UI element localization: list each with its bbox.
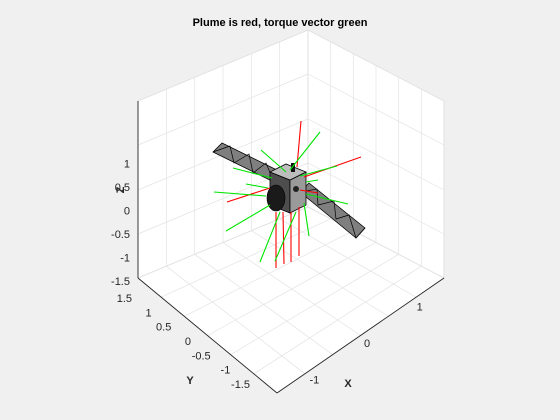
y-tick-label: 1.5 [117, 293, 132, 305]
y-tick-label: -1 [221, 365, 231, 377]
x-axis-line [276, 277, 445, 394]
torque-vector [303, 202, 310, 237]
y-tick-label: 0 [185, 336, 191, 348]
x-tick-label: -1 [309, 375, 319, 387]
torque-vector [259, 211, 281, 263]
x-axis-label: X [344, 378, 352, 390]
z-tick-label: 0 [124, 205, 130, 217]
torque-vector [299, 165, 338, 177]
sensor [293, 186, 299, 192]
torque-vector [305, 179, 319, 183]
grid-lines [137, 29, 445, 375]
z-tick-labels: -1.5 -1 -0.5 0 0.5 1 [111, 158, 130, 288]
y-tick-label: 1 [146, 307, 152, 319]
torque-vector [274, 211, 297, 262]
torque-vector [289, 131, 321, 171]
plume-vector [296, 120, 302, 168]
torque-vector [225, 204, 271, 232]
chart-title: Plume is red, torque vector green [193, 17, 368, 29]
dish [266, 184, 286, 212]
y-axis-label: Y [186, 375, 194, 387]
plume-vector [299, 189, 319, 194]
x-tick-label: 0 [364, 338, 370, 350]
z-axis-label: Z [115, 186, 127, 193]
z-tick-label: -0.5 [111, 229, 130, 241]
torque-vector [305, 193, 349, 205]
x-tick-label: 1 [417, 301, 423, 313]
x-tick-labels: -1 0 1 [309, 301, 422, 386]
y-tick-labels: -1.5-1 -0.50 0.5 1 1.5 [117, 293, 250, 391]
y-tick-label: -0.5 [192, 350, 211, 362]
grid-line-x [279, 218, 417, 298]
torque-vector [260, 149, 287, 173]
spacecraft [212, 142, 366, 239]
z-tick-label: 0.5 [115, 182, 130, 194]
plume-vector [282, 211, 285, 265]
antenna-mast [291, 163, 295, 172]
torque-vector [213, 191, 267, 197]
y-tick-label: 0.5 [156, 322, 171, 334]
z-tick-label: -1 [120, 252, 130, 264]
torque-vector [232, 167, 273, 179]
z-tick-label: -1.5 [111, 276, 130, 288]
y-tick-label: -1.5 [231, 379, 250, 391]
torque-vectors [213, 131, 349, 263]
y-axis-line [137, 277, 278, 394]
solar-panel-right-triangles [299, 188, 366, 239]
torque-vector [245, 183, 269, 189]
z-tick-label: 1 [124, 158, 130, 170]
